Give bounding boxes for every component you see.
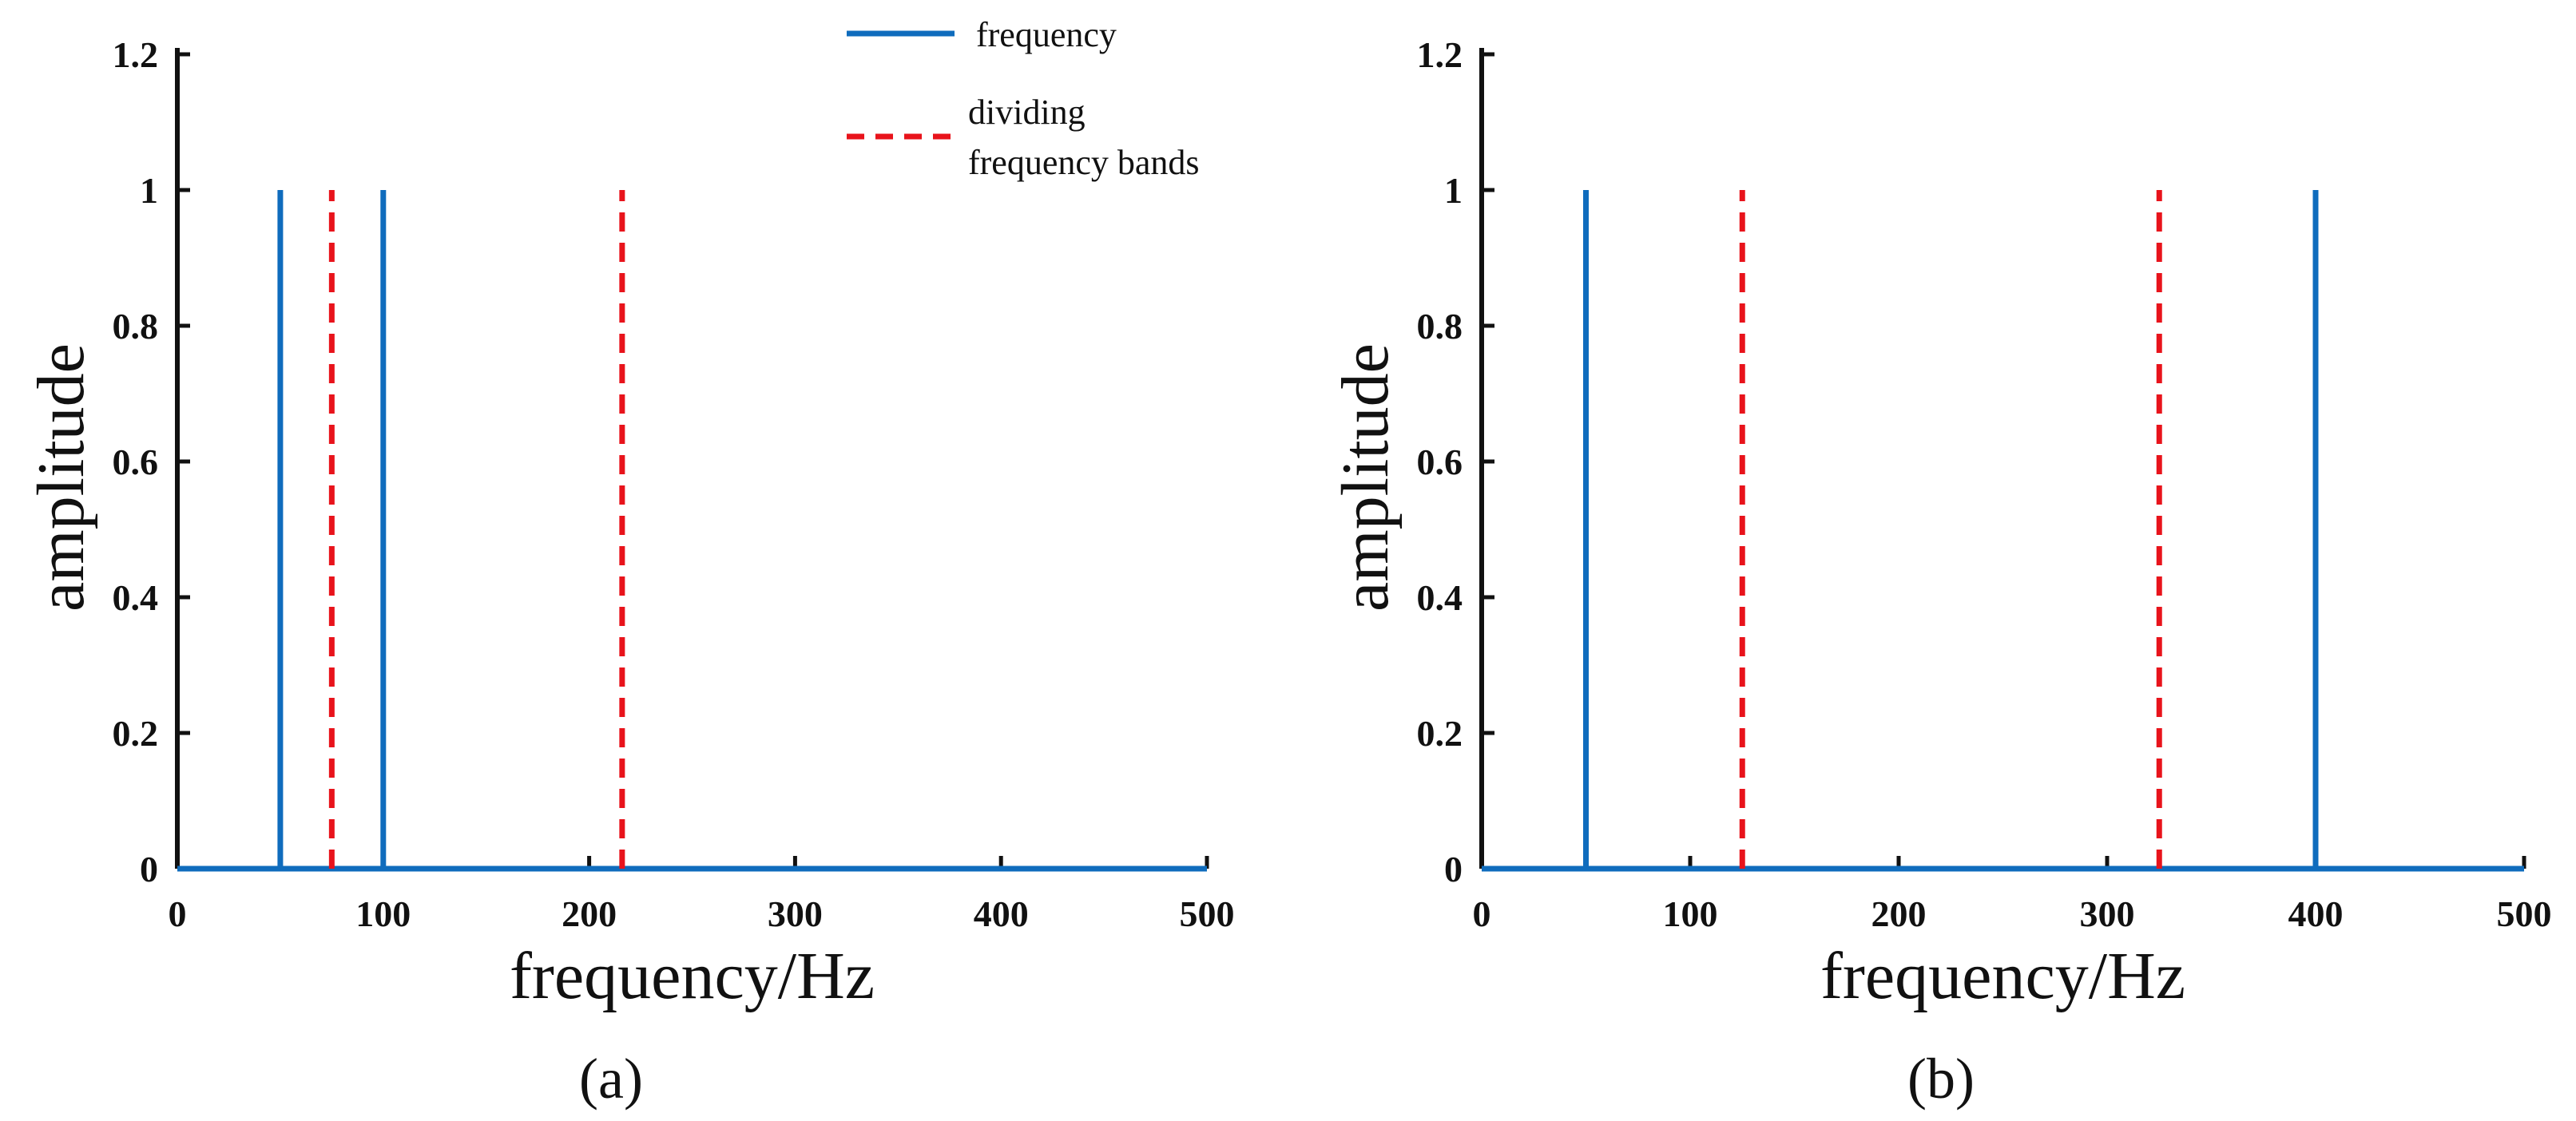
chart-a-x-tick-label: 0 (169, 893, 187, 934)
chart-b-y-tick-label: 0.6 (1417, 442, 1463, 482)
chart-b-x-tick-label: 0 (1473, 893, 1491, 934)
chart-a-x-tick-label: 100 (355, 893, 411, 934)
chart-b-y-tick-label: 1 (1444, 170, 1463, 211)
chart-b-y-axis-title: amplitude (1328, 343, 1403, 612)
legend-frequency-label: frequency (976, 15, 1117, 54)
legend-dividing-label-line2: frequency bands (968, 143, 1200, 182)
chart-b-y-tick-label: 0.2 (1417, 713, 1463, 754)
chart-b-x-tick-label: 300 (2080, 893, 2135, 934)
chart-a-y-tick-label: 1 (140, 170, 158, 211)
chart-b-x-tick-label: 500 (2497, 893, 2552, 934)
chart-a-y-axis-title: amplitude (24, 343, 98, 612)
legend: frequency dividing frequency bands (847, 15, 1200, 182)
chart-b-y-tick-label: 0 (1444, 849, 1463, 889)
chart-a-y-tick-label: 0.6 (113, 442, 159, 482)
chart-panel-b: 0 0.2 0.4 0.6 0.8 1 1.2 0 100 200 300 400 500 frequen… (1328, 34, 2552, 1111)
chart-a-y-tick-label: 0.2 (113, 713, 159, 754)
chart-b-panel-label: (b) (1907, 1047, 1975, 1111)
chart-a-y-tick-label: 0.4 (113, 577, 159, 618)
chart-b-x-tick-label: 200 (1871, 893, 1927, 934)
chart-a-x-tick-label: 500 (1180, 893, 1235, 934)
legend-dividing-label-line1: dividing (968, 93, 1086, 132)
chart-a-y-tick-label: 0 (140, 849, 158, 889)
chart-b-x-tick-label: 400 (2288, 893, 2344, 934)
chart-a-y-tick-label: 0.8 (113, 306, 159, 347)
chart-panel-a: 0 0.2 0.4 0.6 0.8 1 1.2 0 100 200 300 400 500 frequen… (24, 34, 1235, 1111)
chart-b-y-tick-label: 0.8 (1417, 306, 1463, 347)
chart-a-y-tick-label: 1.2 (113, 34, 159, 75)
chart-b-x-tick-label: 100 (1663, 893, 1718, 934)
chart-a-x-tick-label: 300 (768, 893, 823, 934)
chart-a-panel-label: (a) (579, 1047, 643, 1111)
chart-a-x-tick-label: 400 (974, 893, 1029, 934)
chart-b-y-tick-label: 1.2 (1417, 34, 1463, 75)
chart-b-x-axis-title: frequency/Hz (1820, 939, 2185, 1013)
chart-b-y-tick-label: 0.4 (1417, 577, 1463, 618)
chart-a-x-axis-title: frequency/Hz (510, 939, 875, 1013)
chart-a-x-tick-label: 200 (562, 893, 617, 934)
